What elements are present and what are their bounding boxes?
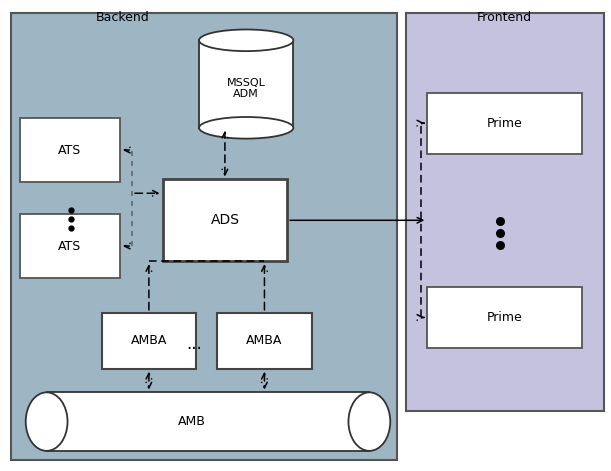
- Bar: [218, 313, 312, 369]
- Text: Prime: Prime: [487, 117, 522, 130]
- Text: AMB: AMB: [178, 415, 206, 428]
- Text: Frontend: Frontend: [477, 11, 532, 24]
- Text: MSSQL
ADM: MSSQL ADM: [227, 78, 266, 99]
- Bar: [163, 179, 287, 261]
- Bar: [406, 13, 604, 411]
- Text: Prime: Prime: [487, 311, 522, 324]
- Text: ...: ...: [186, 335, 202, 353]
- Bar: [199, 41, 293, 128]
- Text: Backend: Backend: [96, 11, 150, 24]
- Bar: [20, 118, 120, 182]
- Text: AMBA: AMBA: [246, 334, 283, 347]
- Text: AMBA: AMBA: [131, 334, 167, 347]
- Bar: [427, 287, 582, 348]
- Bar: [102, 313, 196, 369]
- Bar: [427, 93, 582, 154]
- Bar: [46, 392, 370, 451]
- Text: ADS: ADS: [210, 213, 240, 227]
- Ellipse shape: [348, 392, 390, 451]
- Bar: [10, 13, 397, 460]
- Ellipse shape: [26, 392, 68, 451]
- Text: ATS: ATS: [58, 144, 81, 156]
- Ellipse shape: [199, 117, 293, 138]
- Bar: [20, 214, 120, 277]
- Text: ATS: ATS: [58, 240, 81, 252]
- Ellipse shape: [199, 30, 293, 51]
